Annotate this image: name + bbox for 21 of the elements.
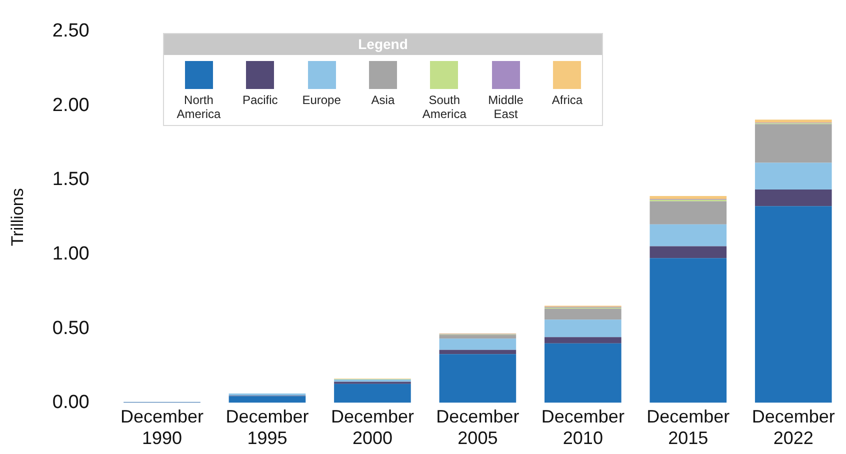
x-tick-label: December 1995	[226, 406, 309, 448]
legend-label: Pacific	[242, 93, 278, 107]
y-tick-label: 2.50	[52, 20, 90, 42]
legend-label: South America	[421, 93, 468, 121]
x-tick-label: December 2022	[752, 406, 835, 448]
legend-label: Middle East	[487, 93, 524, 121]
legend-label: Africa	[552, 93, 583, 107]
y-tick-label: 1.50	[52, 169, 90, 190]
x-tick-label: December 2005	[436, 406, 520, 448]
y-axis-title: Trillions	[8, 188, 27, 246]
x-tick-label: December 2010	[541, 406, 624, 448]
legend-label: North America	[176, 93, 222, 121]
y-tick-label: 0.50	[52, 318, 90, 339]
legend-label: Asia	[371, 93, 395, 107]
y-tick-label: 1.00	[52, 243, 90, 264]
y-tick-label: 0.00	[52, 392, 90, 414]
x-tick-label: December 2015	[646, 406, 730, 448]
x-tick-label: December 1990	[120, 406, 204, 448]
y-tick-label: 2.00	[52, 94, 90, 116]
legend-label: Europe	[302, 93, 341, 107]
x-tick-label: December 2000	[330, 406, 414, 448]
